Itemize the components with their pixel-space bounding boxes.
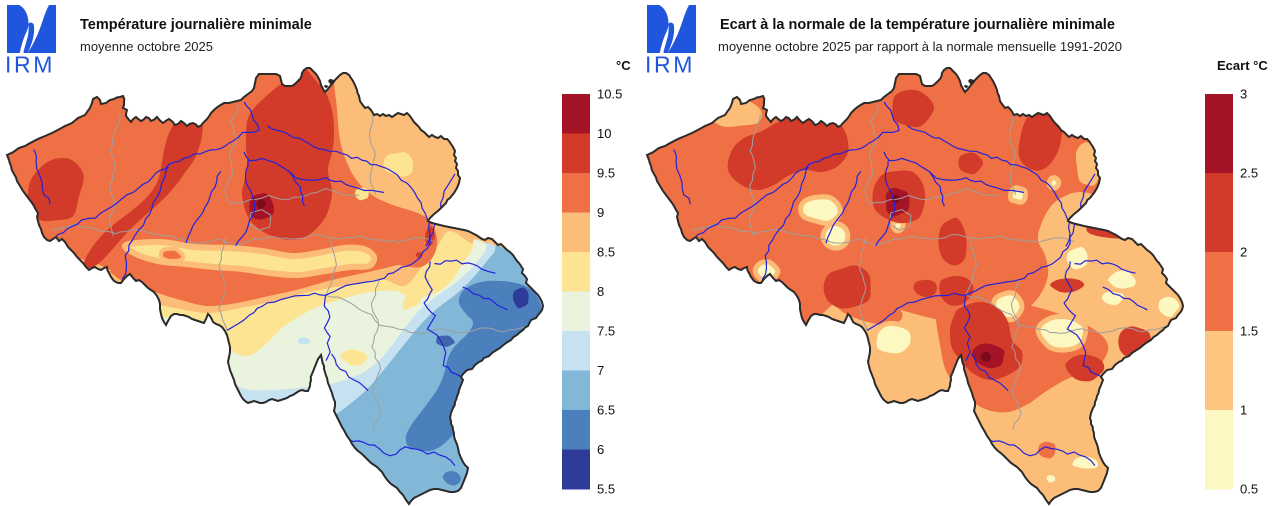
svg-text:Ecart °C: Ecart °C bbox=[1217, 58, 1268, 73]
svg-text:3: 3 bbox=[1240, 87, 1247, 102]
svg-text:1: 1 bbox=[1240, 403, 1247, 418]
svg-text:6: 6 bbox=[597, 442, 604, 457]
svg-text:9.5: 9.5 bbox=[597, 166, 615, 181]
svg-text:°C: °C bbox=[616, 58, 631, 73]
svg-text:5.5: 5.5 bbox=[597, 482, 615, 497]
svg-text:10.5: 10.5 bbox=[597, 87, 622, 102]
svg-text:9: 9 bbox=[597, 205, 604, 220]
svg-text:7.5: 7.5 bbox=[597, 324, 615, 339]
svg-text:0.5: 0.5 bbox=[1240, 482, 1258, 497]
svg-text:2: 2 bbox=[1240, 245, 1247, 260]
svg-text:7: 7 bbox=[597, 363, 604, 378]
svg-text:8: 8 bbox=[597, 284, 604, 299]
svg-text:10: 10 bbox=[597, 126, 611, 141]
svg-text:IRM: IRM bbox=[645, 52, 695, 78]
svg-text:2.5: 2.5 bbox=[1240, 166, 1258, 181]
svg-text:6.5: 6.5 bbox=[597, 403, 615, 418]
svg-text:IRM: IRM bbox=[5, 52, 55, 78]
svg-text:8.5: 8.5 bbox=[597, 245, 615, 260]
svg-text:1.5: 1.5 bbox=[1240, 324, 1258, 339]
